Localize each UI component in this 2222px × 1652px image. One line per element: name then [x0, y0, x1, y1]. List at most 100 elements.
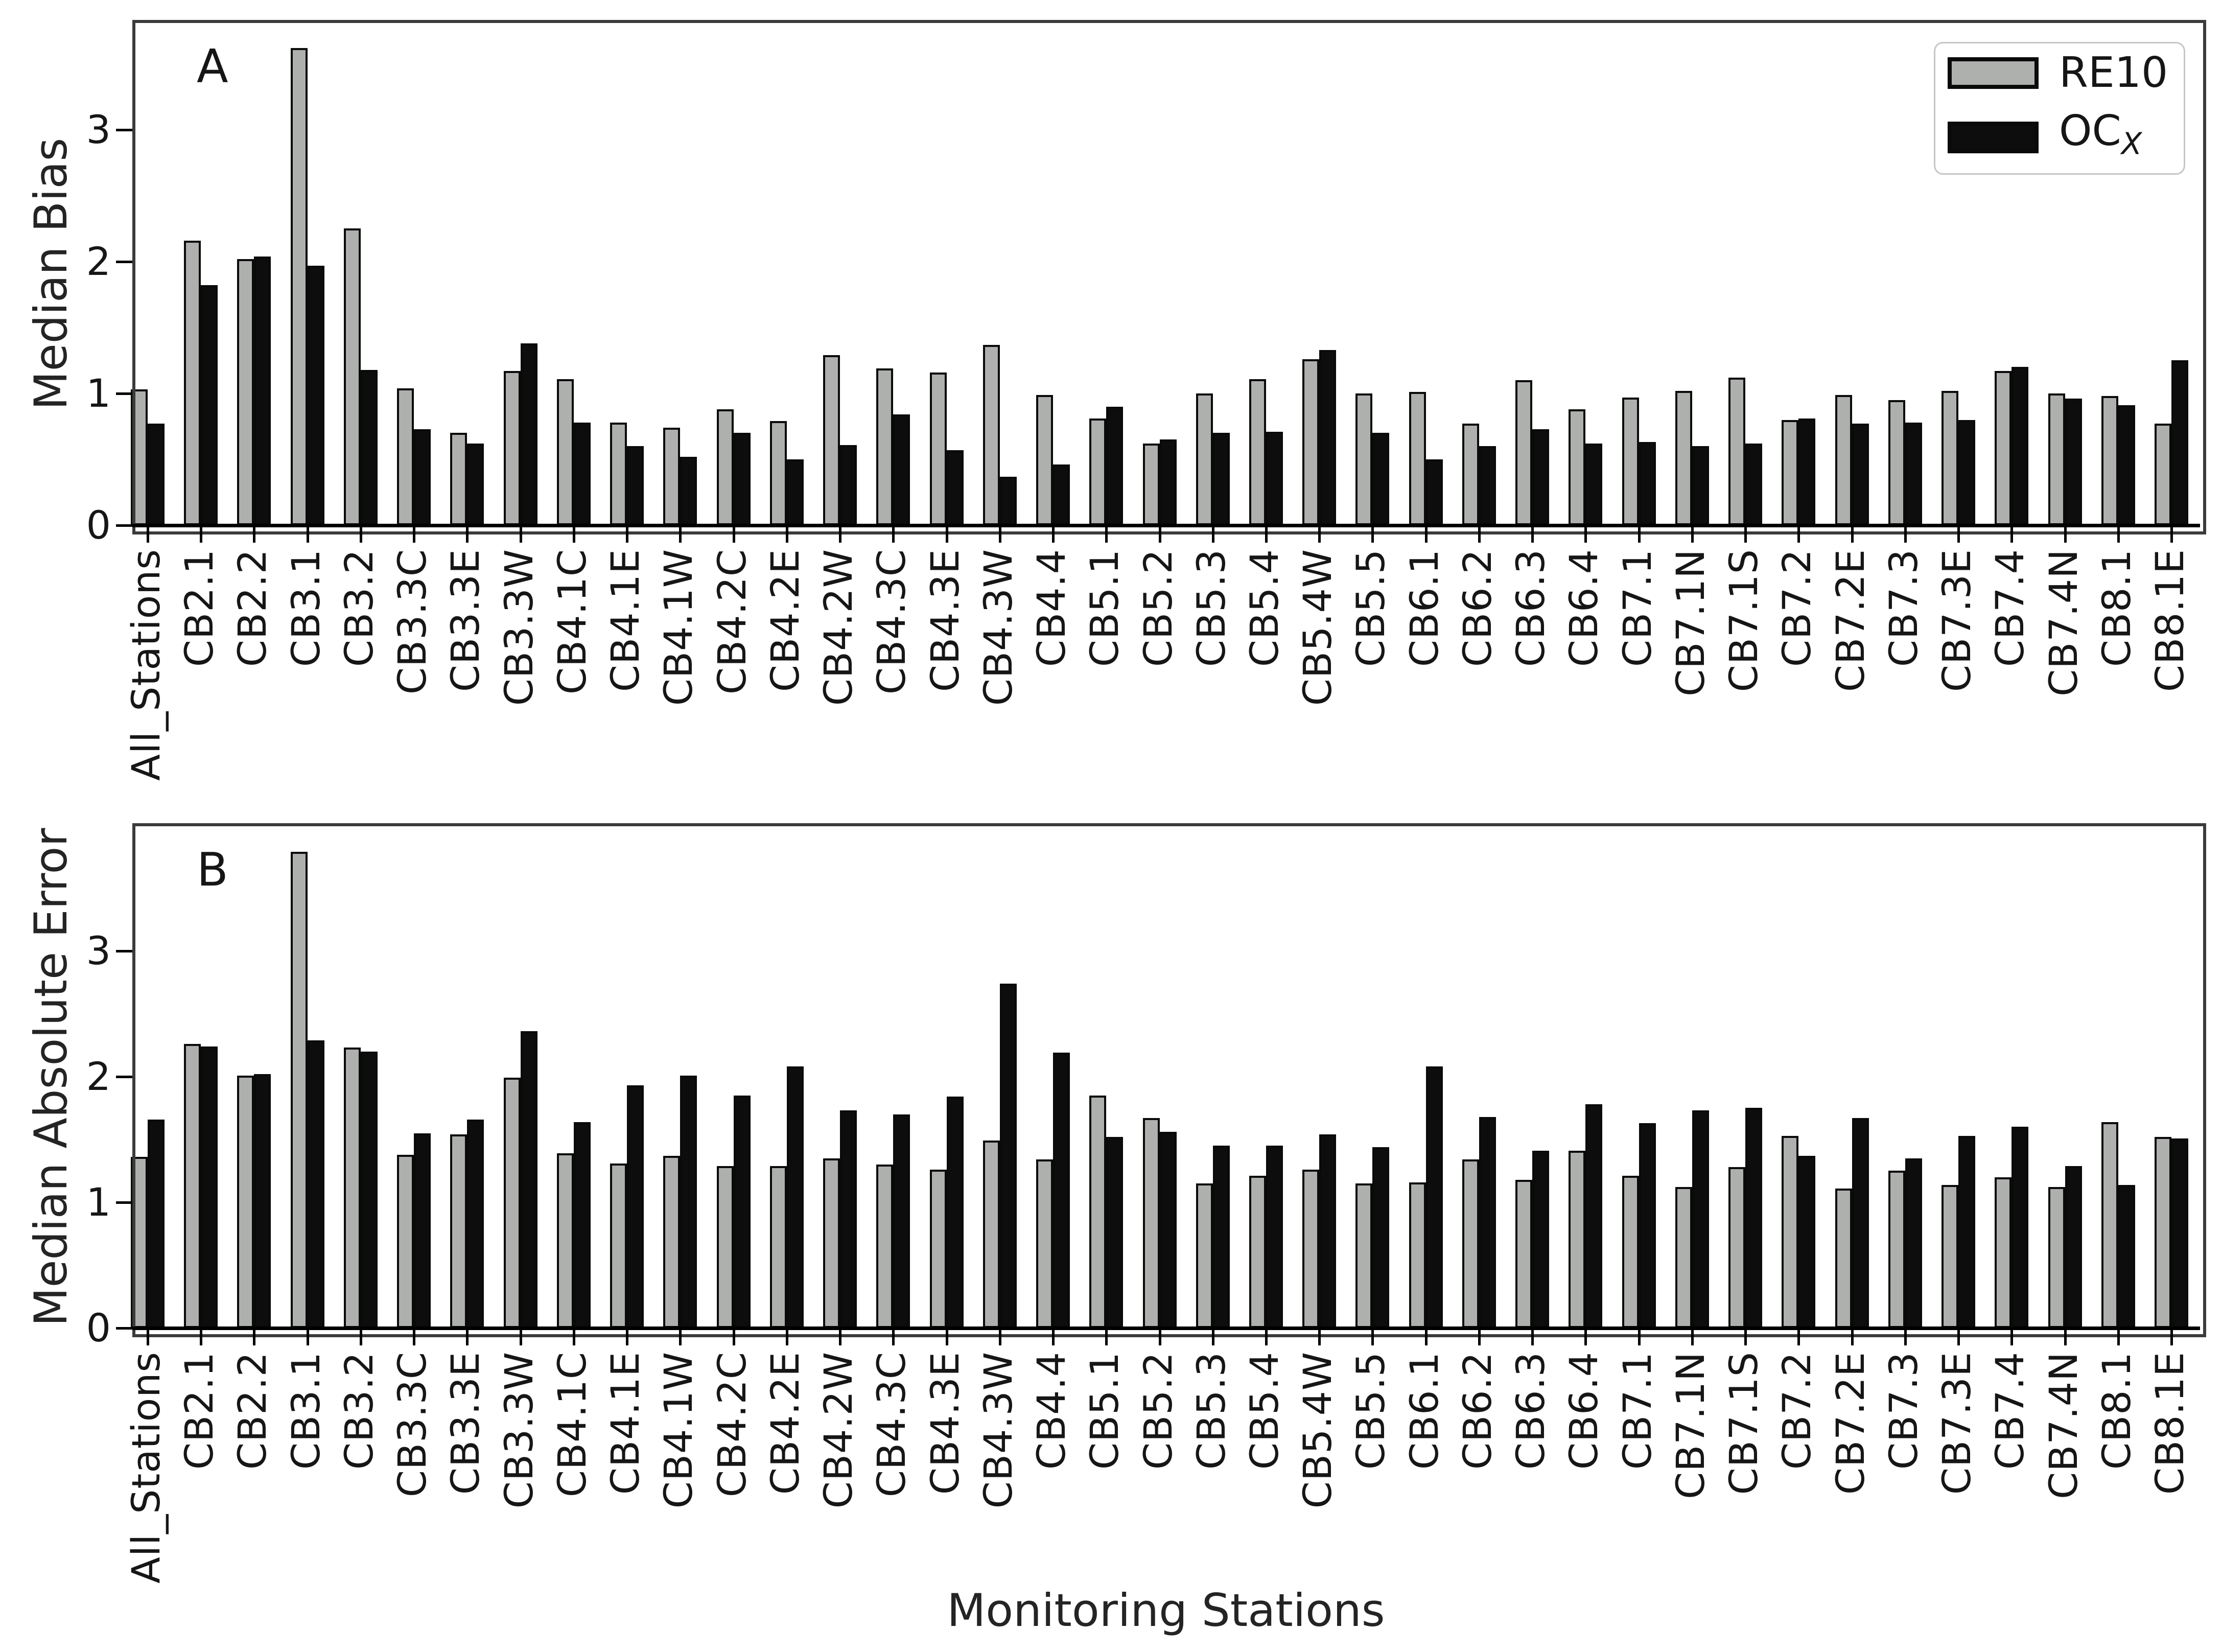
bar-re10-CB6.2 [1462, 424, 1479, 525]
x-tick-CB5.1 [1105, 527, 1108, 543]
x-tick-CB3.1 [307, 527, 309, 543]
x-tick-label-CB7.2: CB7.2 [1774, 549, 1819, 667]
bar-re10-CB5.2 [1143, 1118, 1160, 1328]
x-tick-CB4.2E [786, 1330, 788, 1345]
x-tick-label-CB4.4: CB4.4 [1028, 1352, 1074, 1470]
bar-re10-All_Stations [131, 389, 148, 525]
bar-ocx-CB3.3C [414, 1133, 431, 1328]
x-tick-CB5.3 [1212, 527, 1214, 543]
bar-ocx-CB8.1E [2171, 1138, 2188, 1328]
x-tick-label-CB5.4W: CB5.4W [1295, 1352, 1340, 1509]
x-tick-label-CB5.4W: CB5.4W [1295, 549, 1340, 706]
x-tick-label-CB3.1: CB3.1 [283, 549, 329, 667]
x-tick-label-CB3.2: CB3.2 [336, 549, 382, 667]
x-tick-label-CB5.4: CB5.4 [1242, 1352, 1287, 1470]
x-tick-CB7.3E [1957, 1330, 1960, 1345]
x-tick-CB7.4N [2064, 1330, 2067, 1345]
bar-ocx-CB4.4 [1053, 1053, 1070, 1328]
bar-re10-CB3.3C [397, 1155, 414, 1328]
x-tick-label-CB4.2W: CB4.2W [815, 549, 861, 706]
legend-label-ocx-subscript: X [2121, 126, 2142, 161]
x-tick-label-CB5.5: CB5.5 [1348, 549, 1393, 667]
bar-re10-CB5.4 [1249, 379, 1266, 525]
bar-ocx-CB3.1 [308, 266, 324, 525]
x-tick-label-CB4.2W: CB4.2W [815, 1352, 861, 1509]
x-tick-CB2.2 [253, 1330, 255, 1345]
bar-re10-CB4.3C [876, 1165, 893, 1328]
bar-ocx-CB4.1W [680, 457, 697, 525]
x-tick-CB2.2 [253, 527, 255, 543]
bar-ocx-CB7.1 [1639, 442, 1656, 525]
x-tick-label-CB3.3E: CB3.3E [442, 549, 488, 692]
bar-ocx-CB2.1 [201, 285, 218, 525]
bar-ocx-CB4.2E [787, 1066, 804, 1328]
bar-re10-CB3.3E [450, 1134, 467, 1328]
x-tick-label-CB4.3E: CB4.3E [922, 549, 968, 692]
x-tick-CB8.1 [2117, 527, 2120, 543]
x-tick-CB4.1W [679, 1330, 682, 1345]
x-tick-label-CB6.2: CB6.2 [1455, 1352, 1500, 1470]
x-tick-CB3.3W [520, 527, 522, 543]
x-tick-label-CB4.3W: CB4.3W [975, 1352, 1021, 1509]
bar-ocx-CB4.1C [574, 423, 591, 525]
bar-ocx-CB3.3C [414, 429, 431, 525]
x-tick-label-CB3.3W: CB3.3W [496, 549, 542, 706]
x-tick-CB3.1 [307, 1330, 309, 1345]
bar-ocx-CB4.3E [947, 1097, 964, 1328]
bar-re10-CB7.2E [1835, 1189, 1852, 1328]
y-tick-label-1-panel-B: 1 [86, 1179, 111, 1225]
x-tick-CB6.1 [1425, 1330, 1428, 1345]
x-tick-label-CB7.2E: CB7.2E [1828, 549, 1873, 692]
legend-label-ocx-main: OC [2059, 106, 2121, 155]
x-tick-CB4.2W [839, 527, 841, 543]
x-tick-label-CB4.2C: CB4.2C [709, 1352, 755, 1498]
bar-re10-CB6.3 [1515, 380, 1532, 525]
bar-re10-CB4.1C [557, 379, 574, 525]
bar-ocx-CB8.1E [2171, 360, 2188, 525]
bar-re10-CB4.2W [823, 1158, 840, 1328]
x-tick-CB3.3C [413, 1330, 415, 1345]
legend-label-re10: RE10 [2059, 48, 2168, 97]
bar-re10-CB6.4 [1569, 1151, 1585, 1328]
bar-re10-CB4.3E [930, 373, 947, 525]
bar-re10-CB5.1 [1089, 418, 1106, 525]
x-tick-CB8.1E [2170, 527, 2173, 543]
bar-ocx-CB5.2 [1160, 439, 1177, 525]
x-tick-label-CB7.4: CB7.4 [1987, 549, 2032, 667]
bar-re10-CB3.2 [344, 228, 361, 525]
bar-re10-CB4.2E [770, 1166, 787, 1328]
bar-re10-CB7.4N [2048, 393, 2065, 525]
bar-re10-CB7.2 [1782, 420, 1798, 525]
bar-re10-CB4.2W [823, 355, 840, 525]
bar-re10-CB4.3W [983, 1141, 1000, 1328]
panel-b-letter: B [197, 843, 228, 897]
bar-ocx-CB7.2E [1852, 424, 1869, 525]
y-tick-3-panel-B [116, 950, 132, 952]
x-tick-label-All_Stations: All_Stations [123, 549, 169, 781]
bar-ocx-CB5.4 [1266, 432, 1283, 525]
x-tick-CB3.3C [413, 527, 415, 543]
bar-ocx-CB7.4N [2065, 399, 2082, 525]
bar-ocx-CB5.5 [1372, 1147, 1389, 1328]
bar-re10-CB7.1N [1675, 1187, 1692, 1328]
bar-re10-CB8.1E [2155, 1137, 2171, 1328]
x-tick-label-CB7.2: CB7.2 [1774, 1352, 1819, 1470]
x-tick-label-CB6.4: CB6.4 [1561, 549, 1606, 667]
y-tick-label-0-panel-A: 0 [86, 502, 111, 548]
y-tick-2-panel-A [116, 261, 132, 263]
bar-re10-CB7.1S [1728, 1167, 1745, 1328]
legend-entry-re10: RE10 [1948, 52, 2184, 94]
x-tick-CB5.5 [1371, 1330, 1374, 1345]
x-tick-CB4.2W [839, 1330, 841, 1345]
bar-re10-CB7.3E [1942, 1185, 1958, 1328]
bar-ocx-CB7.4 [2012, 1127, 2028, 1328]
bar-re10-CB3.3C [397, 388, 414, 525]
bar-ocx-CB4.3C [893, 1114, 910, 1328]
bar-re10-CB4.2E [770, 421, 787, 525]
x-tick-label-CB5.4: CB5.4 [1242, 549, 1287, 667]
x-tick-CB5.2 [1159, 1330, 1161, 1345]
bar-re10-CB8.1 [2101, 1122, 2118, 1328]
bar-ocx-CB4.3E [947, 450, 964, 525]
bar-re10-CB6.3 [1515, 1180, 1532, 1328]
bar-re10-CB3.3W [504, 371, 521, 525]
